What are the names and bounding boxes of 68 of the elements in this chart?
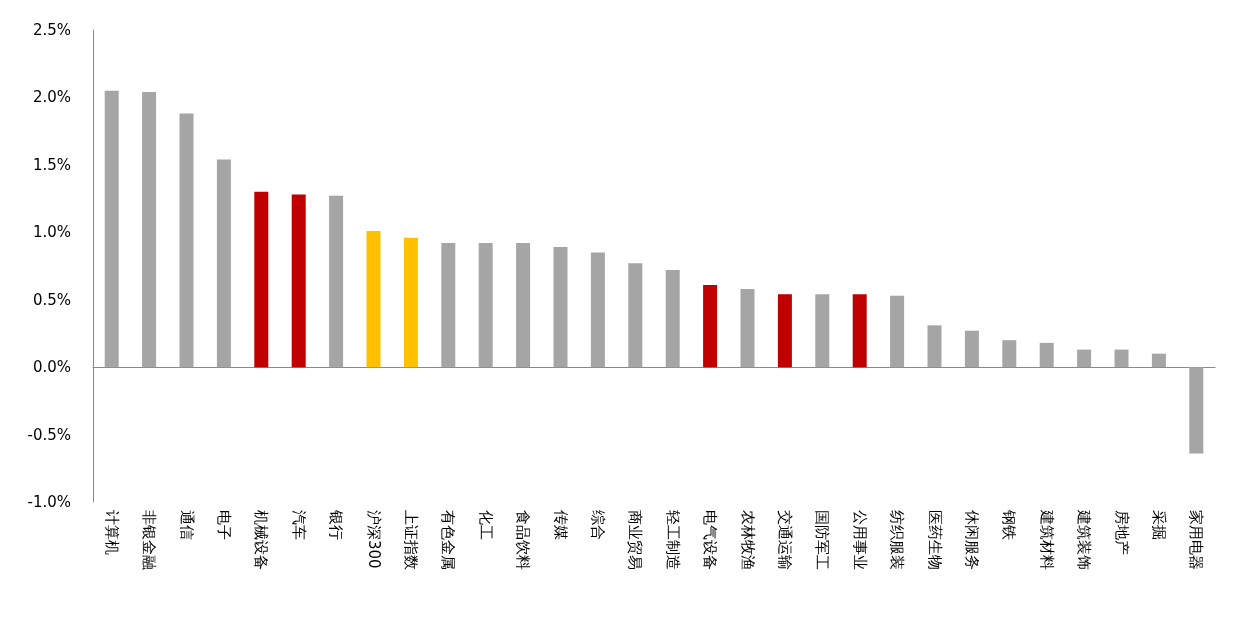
bar bbox=[441, 243, 456, 368]
x-tick-label: 汽车 bbox=[289, 510, 308, 540]
bar bbox=[777, 294, 792, 368]
bar bbox=[1114, 349, 1129, 368]
x-tick-label: 钢铁 bbox=[1000, 509, 1019, 540]
x-tick-label: 沪深300 bbox=[364, 510, 383, 569]
x-tick-label: 纺织服装 bbox=[888, 510, 907, 570]
x-tick-label: 机械设备 bbox=[252, 510, 271, 570]
bar bbox=[329, 195, 344, 368]
y-tick-label: -0.5% bbox=[27, 425, 71, 444]
y-tick-label: -1.0% bbox=[27, 493, 71, 511]
bar bbox=[852, 294, 867, 368]
x-tick-label: 交通运输 bbox=[775, 510, 794, 570]
bar bbox=[1151, 353, 1166, 368]
bar bbox=[254, 191, 269, 368]
x-tick-label: 农林牧渔 bbox=[738, 510, 757, 570]
x-tick-label: 电子 bbox=[214, 510, 233, 540]
x-tick-label: 商业贸易 bbox=[626, 510, 645, 570]
x-tick-label: 非银金融 bbox=[140, 510, 159, 570]
bar bbox=[590, 252, 605, 368]
bar bbox=[665, 270, 680, 368]
y-tick-label: 1.0% bbox=[32, 223, 71, 242]
x-tick-label: 公用事业 bbox=[850, 510, 869, 570]
y-tick-label: 0.5% bbox=[32, 290, 71, 309]
bar bbox=[179, 113, 194, 368]
bar bbox=[142, 92, 157, 368]
x-tick-label: 轻工制造 bbox=[663, 510, 682, 570]
bar bbox=[740, 288, 755, 368]
bar bbox=[927, 325, 942, 368]
x-tick-label: 化工 bbox=[476, 510, 495, 540]
bar bbox=[478, 243, 493, 368]
x-tick-label: 电气设备 bbox=[701, 510, 720, 570]
bar bbox=[1189, 367, 1204, 454]
bar bbox=[366, 230, 381, 368]
x-tick-label: 银行 bbox=[327, 509, 346, 540]
x-tick-label: 通信 bbox=[177, 510, 196, 540]
x-tick-label: 医药生物 bbox=[925, 510, 944, 570]
x-tick-label: 采掘 bbox=[1149, 510, 1168, 540]
bar bbox=[703, 284, 718, 368]
x-tick-label: 上证指数 bbox=[401, 510, 420, 570]
bar bbox=[291, 194, 306, 368]
bar bbox=[104, 90, 119, 368]
x-tick-label: 家用电器 bbox=[1187, 510, 1206, 570]
x-tick-label: 有色金属 bbox=[439, 510, 458, 570]
x-tick-label: 传媒 bbox=[551, 510, 570, 540]
x-tick-label: 房地产 bbox=[1112, 510, 1131, 555]
bar bbox=[1002, 340, 1017, 368]
x-tick-label: 休闲服务 bbox=[962, 510, 981, 570]
x-tick-label: 建筑装饰 bbox=[1075, 509, 1094, 570]
y-tick-label: 0.0% bbox=[32, 358, 71, 377]
bar bbox=[964, 330, 979, 368]
x-tick-label: 建筑材料 bbox=[1037, 509, 1056, 570]
y-tick-label: 2.5% bbox=[32, 21, 71, 39]
bar bbox=[216, 159, 231, 368]
bar bbox=[1077, 349, 1092, 368]
x-tick-label: 国防军工 bbox=[813, 510, 832, 570]
bar bbox=[403, 237, 418, 368]
bar bbox=[628, 263, 643, 368]
bar bbox=[516, 243, 531, 368]
bar bbox=[553, 247, 568, 368]
bar bbox=[890, 295, 905, 368]
x-tick-label: 食品饮料 bbox=[514, 510, 533, 570]
x-tick-label: 计算机 bbox=[102, 510, 121, 555]
y-tick-label: 2.0% bbox=[32, 88, 71, 107]
bar bbox=[815, 294, 830, 368]
y-tick-label: 1.5% bbox=[32, 155, 71, 174]
bar bbox=[1039, 342, 1054, 368]
x-tick-label: 综合 bbox=[588, 510, 607, 540]
